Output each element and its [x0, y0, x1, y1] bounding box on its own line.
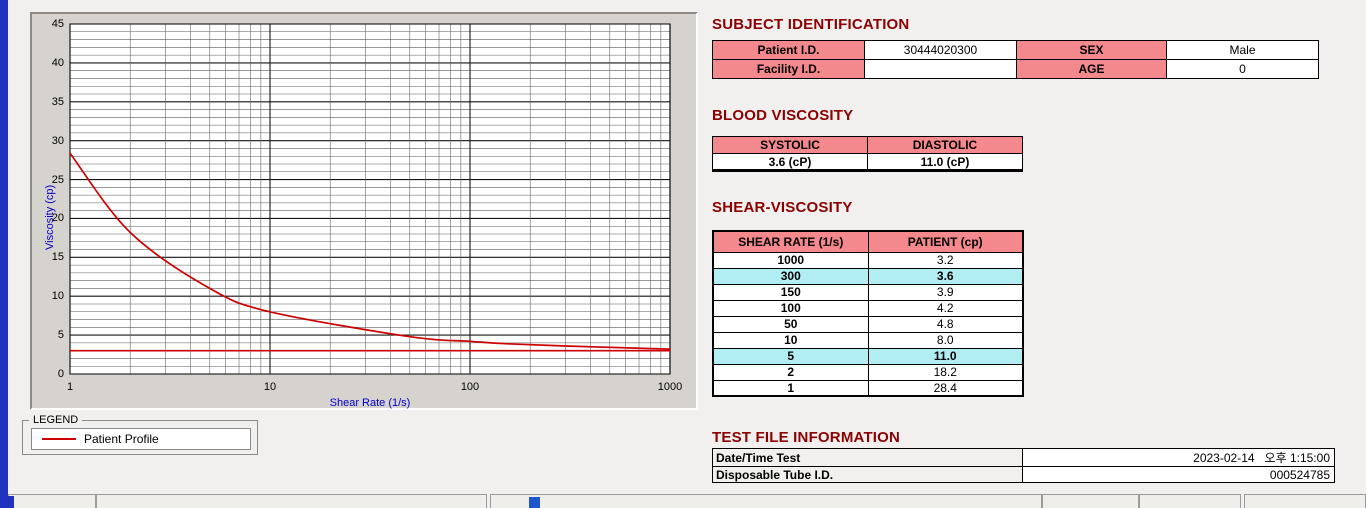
window-icon	[529, 497, 540, 508]
y-tick-label: 15	[51, 251, 64, 264]
table-row: 10 8.0	[712, 331, 1024, 349]
patient-header: PATIENT (cp)	[867, 230, 1024, 253]
legend-entry-label: Patient Profile	[84, 432, 159, 446]
table-row: 1 28.4	[712, 379, 1024, 397]
facility-id-label: Facility I.D.	[712, 59, 865, 79]
shear-viscosity-heading: SHEAR-VISCOSITY	[712, 199, 853, 216]
x-tick-label: 1	[66, 381, 74, 393]
viscosity-chart-panel: Viscosity (cp) Shear Rate (1/s) 0 5 10 15 20…	[30, 12, 698, 410]
y-tick-label: 0	[57, 368, 64, 380]
blood-viscosity-table: SYSTOLIC DIASTOLIC 3.6 (cP) 11.0 (cP)	[712, 136, 1023, 172]
background-window-fragment[interactable]	[8, 494, 96, 508]
patient-profile-line-sample	[42, 438, 76, 440]
y-tick-label: 20	[51, 212, 64, 225]
x-tick-label: 10	[263, 381, 277, 393]
patient-viscosity-value: 8.0	[867, 331, 1024, 349]
subject-identification-heading: SUBJECT IDENTIFICATION	[712, 16, 910, 33]
patient-id-value: 30444020300	[864, 40, 1017, 60]
shear-rate-value: 1	[712, 379, 869, 397]
table-row: 300 3.6	[712, 267, 1024, 285]
age-value: 0	[1166, 59, 1319, 79]
y-tick-label: 30	[51, 134, 64, 147]
table-row: 2 18.2	[712, 363, 1024, 381]
table-row: 5 11.0	[712, 347, 1024, 365]
shear-rate-value: 2	[712, 363, 869, 381]
date-time-test-value: 2023-02-14 오후 1:15:00	[1022, 448, 1335, 467]
shear-rate-value: 10	[712, 331, 869, 349]
age-label: AGE	[1016, 59, 1167, 79]
table-header-row: SYSTOLIC DIASTOLIC	[712, 136, 1023, 154]
shear-rate-value: 300	[712, 267, 869, 285]
background-window-fragment[interactable]	[1244, 494, 1366, 508]
y-tick-label: 10	[51, 290, 64, 303]
subject-identification-table: Patient I.D. 30444020300 SEX Male Facili…	[712, 40, 1319, 79]
y-tick-label: 25	[51, 173, 64, 186]
taskbar-strip	[0, 492, 1366, 508]
background-window-fragment[interactable]	[96, 494, 487, 508]
shear-viscosity-plot	[69, 23, 671, 375]
legend-caption: LEGEND	[29, 414, 83, 426]
patient-viscosity-value: 28.4	[867, 379, 1024, 397]
background-window-fragment[interactable]	[1139, 494, 1241, 508]
date-time-test-label: Date/Time Test	[712, 448, 1023, 467]
table-row: 100 4.2	[712, 299, 1024, 317]
patient-id-label: Patient I.D.	[712, 40, 865, 60]
table-header-row: SHEAR RATE (1/s) PATIENT (cp)	[712, 230, 1024, 253]
patient-viscosity-value: 4.2	[867, 299, 1024, 317]
shear-rate-value: 1000	[712, 251, 869, 269]
test-file-information-heading: TEST FILE INFORMATION	[712, 429, 901, 446]
background-window-fragment[interactable]	[1042, 494, 1139, 508]
table-row: Patient I.D. 30444020300 SEX Male	[712, 40, 1319, 60]
disposable-tube-id-label: Disposable Tube I.D.	[712, 466, 1023, 483]
table-row: 3.6 (cP) 11.0 (cP)	[712, 153, 1023, 171]
diastolic-value: 11.0 (cP)	[867, 153, 1023, 171]
shear-rate-value: 5	[712, 347, 869, 365]
table-row: 150 3.9	[712, 283, 1024, 301]
test-file-information-table: Date/Time Test 2023-02-14 오후 1:15:00 Dis…	[712, 448, 1335, 483]
disposable-tube-id-value: 000524785	[1022, 466, 1335, 483]
patient-viscosity-value: 4.8	[867, 315, 1024, 333]
patient-viscosity-value: 11.0	[867, 347, 1024, 365]
shear-rate-value: 150	[712, 283, 869, 301]
patient-viscosity-value: 3.6	[867, 267, 1024, 285]
table-row: 50 4.8	[712, 315, 1024, 333]
patient-viscosity-value: 3.2	[867, 251, 1024, 269]
table-row: Facility I.D. AGE 0	[712, 59, 1319, 79]
legend-entry: Patient Profile	[31, 428, 251, 450]
window-corner	[0, 496, 14, 508]
diastolic-header: DIASTOLIC	[867, 136, 1023, 154]
sex-value: Male	[1166, 40, 1319, 60]
y-tick-label: 5	[57, 329, 64, 342]
blood-viscosity-heading: BLOOD VISCOSITY	[712, 107, 854, 124]
shear-rate-value: 50	[712, 315, 869, 333]
x-tick-label: 100	[460, 381, 480, 393]
background-window-fragment[interactable]	[490, 494, 1042, 508]
y-tick-label: 35	[51, 95, 64, 108]
patient-viscosity-value: 3.9	[867, 283, 1024, 301]
shear-rate-value: 100	[712, 299, 869, 317]
legend-box: LEGEND Patient Profile	[22, 414, 258, 455]
patient-viscosity-value: 18.2	[867, 363, 1024, 381]
x-tick-label: 1000	[657, 381, 683, 393]
table-row: 1000 3.2	[712, 251, 1024, 269]
y-tick-label: 45	[51, 18, 64, 30]
x-axis-title: Shear Rate (1/s)	[329, 397, 411, 409]
facility-id-value	[864, 59, 1017, 79]
table-row: Disposable Tube I.D. 000524785	[712, 466, 1335, 483]
table-row: Date/Time Test 2023-02-14 오후 1:15:00	[712, 448, 1335, 467]
shear-rate-header: SHEAR RATE (1/s)	[712, 230, 869, 253]
systolic-value: 3.6 (cP)	[712, 153, 868, 171]
y-tick-label: 40	[51, 56, 64, 69]
window-left-border	[0, 0, 8, 508]
shear-viscosity-table: SHEAR RATE (1/s) PATIENT (cp) 1000 3.2 3…	[712, 230, 1024, 397]
sex-label: SEX	[1016, 40, 1167, 60]
systolic-header: SYSTOLIC	[712, 136, 868, 154]
